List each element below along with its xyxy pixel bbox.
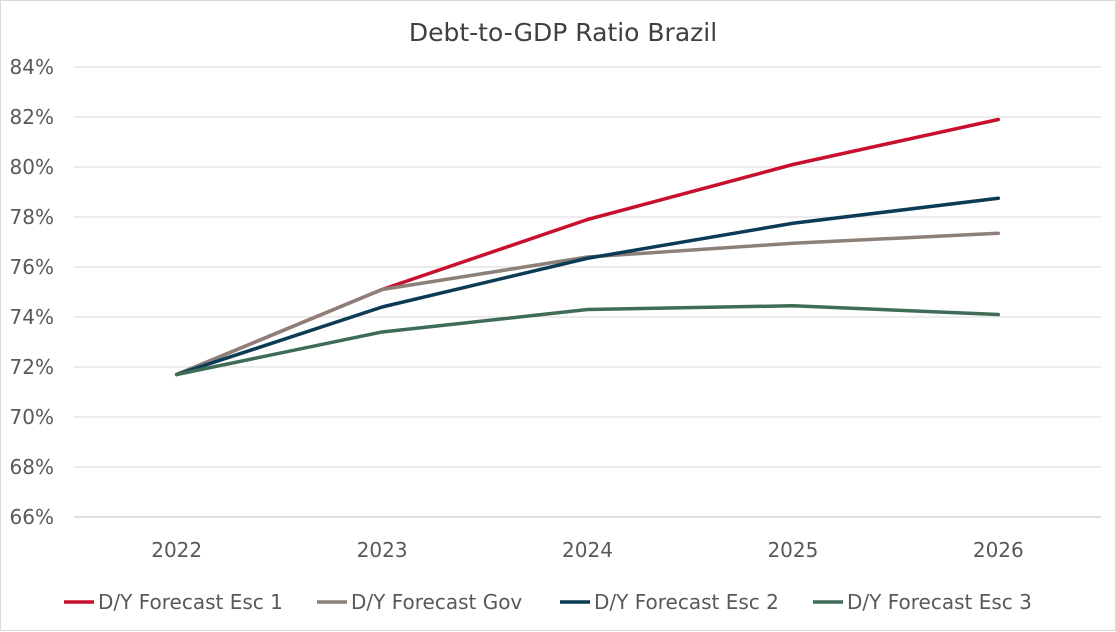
series-line-1 xyxy=(174,117,1001,377)
y-tick-label: 68% xyxy=(10,455,54,479)
legend: D/Y Forecast Esc 1 D/Y Forecast Gov D/Y Fo… xyxy=(64,590,1032,614)
series-line-4 xyxy=(174,304,1001,377)
y-tick-label: 82% xyxy=(10,105,54,129)
y-tick-label: 80% xyxy=(10,155,54,179)
y-tick-label: 66% xyxy=(10,505,54,529)
x-tick-label: 2024 xyxy=(562,538,613,562)
x-tick-label: 2026 xyxy=(973,538,1024,562)
x-tick-label: 2022 xyxy=(151,538,202,562)
y-tick-label: 72% xyxy=(10,355,54,379)
x-tick-label: 2023 xyxy=(357,538,408,562)
y-tick-label: 74% xyxy=(10,305,54,329)
legend-label: D/Y Forecast Esc 3 xyxy=(847,590,1032,614)
y-tick-label: 78% xyxy=(10,205,54,229)
x-tick-label: 2025 xyxy=(767,538,818,562)
gridlines xyxy=(74,66,1101,518)
series-line-2 xyxy=(174,231,1001,377)
series-lines xyxy=(174,117,1001,377)
legend-label: D/Y Forecast Gov xyxy=(351,590,522,614)
legend-label: D/Y Forecast Esc 1 xyxy=(98,590,283,614)
y-tick-label: 70% xyxy=(10,405,54,429)
y-axis: 66% 68% 70% 72% 74% 76% 78% 80% 82% 84% xyxy=(10,55,54,529)
x-axis: 2022 2023 2024 2025 2026 xyxy=(151,538,1024,562)
series-line-3 xyxy=(174,196,1001,377)
y-tick-label: 76% xyxy=(10,255,54,279)
chart-title: Debt-to-GDP Ratio Brazil xyxy=(409,18,717,47)
legend-label: D/Y Forecast Esc 2 xyxy=(594,590,779,614)
y-tick-label: 84% xyxy=(10,55,54,79)
